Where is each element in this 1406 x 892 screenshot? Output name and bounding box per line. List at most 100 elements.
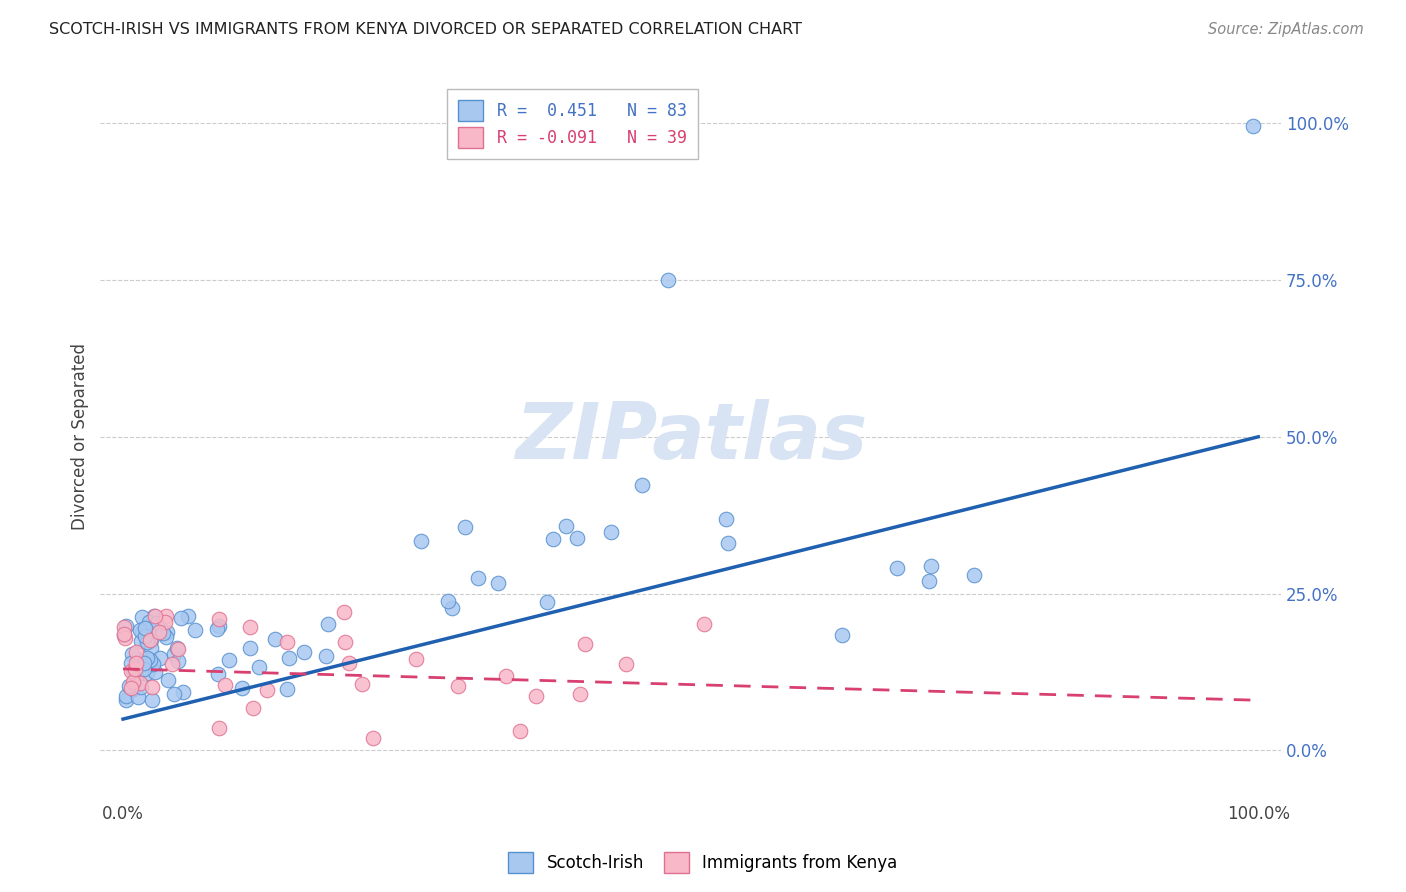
- Legend: Scotch-Irish, Immigrants from Kenya: Scotch-Irish, Immigrants from Kenya: [502, 846, 904, 880]
- Point: [134, 621, 156, 635]
- Point: [256, 682, 278, 697]
- Point: [124, 657, 146, 671]
- Point: [242, 700, 264, 714]
- Point: [440, 600, 463, 615]
- Point: [454, 520, 477, 534]
- Point: [122, 663, 145, 677]
- Point: [125, 644, 148, 658]
- Point: [278, 651, 301, 665]
- Point: [337, 657, 360, 671]
- Point: [526, 690, 548, 704]
- Point: [574, 637, 596, 651]
- Point: [315, 649, 337, 664]
- Point: [208, 612, 231, 626]
- Point: [155, 630, 177, 644]
- Point: [447, 679, 470, 693]
- Text: SCOTCH-IRISH VS IMMIGRANTS FROM KENYA DIVORCED OR SEPARATED CORRELATION CHART: SCOTCH-IRISH VS IMMIGRANTS FROM KENYA DI…: [49, 22, 803, 37]
- Y-axis label: Divorced or Separated: Divorced or Separated: [72, 343, 89, 531]
- Text: Source: ZipAtlas.com: Source: ZipAtlas.com: [1208, 22, 1364, 37]
- Point: [129, 634, 152, 648]
- Point: [125, 669, 148, 683]
- Point: [333, 606, 356, 620]
- Point: [184, 623, 207, 637]
- Text: ZIPatlas: ZIPatlas: [515, 399, 866, 475]
- Legend: R =  0.451   N = 83, R = -0.091   N = 39: R = 0.451 N = 83, R = -0.091 N = 39: [447, 88, 699, 160]
- Point: [152, 626, 174, 640]
- Point: [136, 624, 159, 638]
- Point: [114, 632, 136, 646]
- Point: [112, 627, 135, 641]
- Point: [599, 524, 621, 539]
- Point: [143, 665, 166, 679]
- Point: [131, 681, 153, 695]
- Point: [136, 666, 159, 681]
- Point: [350, 677, 373, 691]
- Point: [207, 619, 229, 633]
- Point: [136, 635, 159, 649]
- Point: [167, 654, 190, 668]
- Point: [239, 640, 262, 655]
- Point: [141, 692, 163, 706]
- Point: [536, 595, 558, 609]
- Point: [920, 558, 942, 573]
- Point: [141, 680, 163, 694]
- Point: [631, 478, 654, 492]
- Point: [918, 574, 941, 588]
- Point: [124, 662, 146, 676]
- Point: [134, 662, 156, 676]
- Point: [218, 652, 240, 666]
- Point: [207, 721, 229, 735]
- Point: [146, 616, 169, 631]
- Point: [247, 660, 270, 674]
- Point: [121, 681, 143, 696]
- Point: [963, 567, 986, 582]
- Point: [139, 653, 162, 667]
- Point: [717, 536, 740, 550]
- Point: [488, 576, 510, 591]
- Point: [205, 622, 228, 636]
- Point: [139, 633, 162, 648]
- Point: [142, 609, 165, 624]
- Point: [166, 640, 188, 655]
- Point: [177, 608, 200, 623]
- Point: [136, 651, 159, 665]
- Point: [276, 681, 298, 696]
- Point: [124, 666, 146, 681]
- Point: [276, 634, 298, 648]
- Point: [127, 690, 149, 704]
- Point: [1241, 120, 1264, 134]
- Point: [125, 652, 148, 666]
- Point: [657, 273, 679, 287]
- Point: [495, 669, 517, 683]
- Point: [292, 645, 315, 659]
- Point: [716, 511, 738, 525]
- Point: [554, 518, 576, 533]
- Point: [115, 689, 138, 703]
- Point: [614, 657, 637, 671]
- Point: [148, 624, 170, 639]
- Point: [156, 625, 179, 640]
- Point: [155, 609, 177, 624]
- Point: [145, 608, 167, 623]
- Point: [112, 628, 135, 642]
- Point: [134, 657, 156, 671]
- Point: [138, 633, 160, 648]
- Point: [693, 617, 716, 632]
- Point: [172, 685, 194, 699]
- Point: [155, 615, 177, 629]
- Point: [118, 679, 141, 693]
- Point: [120, 665, 142, 679]
- Point: [120, 681, 142, 695]
- Point: [129, 675, 152, 690]
- Point: [115, 693, 138, 707]
- Point: [112, 619, 135, 633]
- Point: [333, 635, 356, 649]
- Point: [162, 657, 184, 671]
- Point: [405, 652, 427, 666]
- Point: [568, 687, 591, 701]
- Point: [437, 593, 460, 607]
- Point: [831, 628, 853, 642]
- Point: [316, 617, 339, 632]
- Point: [122, 675, 145, 690]
- Point: [148, 650, 170, 665]
